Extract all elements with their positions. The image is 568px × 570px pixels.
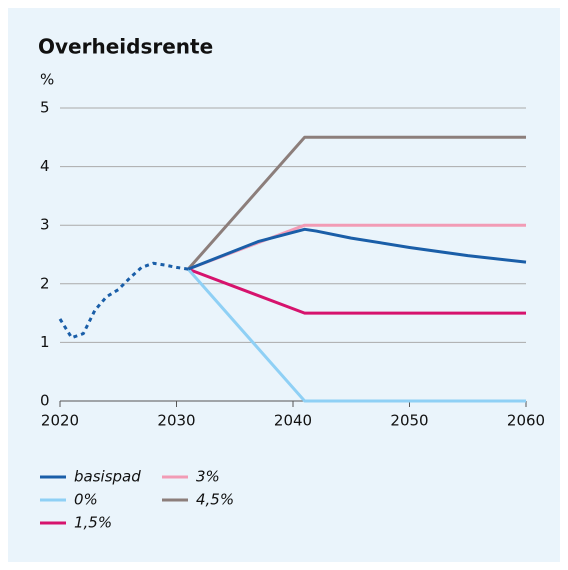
x-tick-label: 2050 bbox=[390, 412, 428, 430]
series-line bbox=[187, 135, 526, 271]
legend-label: 3% bbox=[196, 468, 220, 486]
x-tick-label: 2040 bbox=[274, 412, 312, 430]
series-line bbox=[58, 261, 189, 340]
y-tick-label: 0 bbox=[40, 392, 50, 410]
y-tick-label: 4 bbox=[40, 157, 50, 175]
legend-label: basispad bbox=[74, 468, 141, 486]
series-line bbox=[187, 268, 526, 403]
y-tick-label: 1 bbox=[40, 333, 50, 351]
series-line bbox=[187, 227, 527, 271]
legend-label: 1,5% bbox=[74, 514, 112, 532]
y-tick-label: 2 bbox=[40, 274, 50, 292]
y-tick-label: 3 bbox=[40, 216, 50, 234]
x-tick-label: 2060 bbox=[507, 412, 545, 430]
legend-label: 4,5% bbox=[196, 491, 234, 509]
series-line bbox=[187, 267, 526, 315]
chart-title: Overheidsrente bbox=[38, 35, 213, 59]
panel bbox=[8, 8, 560, 562]
x-tick-label: 2020 bbox=[41, 412, 79, 430]
legend-label: 0% bbox=[74, 491, 98, 509]
x-tick-label: 2030 bbox=[157, 412, 195, 430]
y-tick-label: 5 bbox=[40, 99, 50, 117]
y-axis-label: % bbox=[40, 71, 54, 89]
